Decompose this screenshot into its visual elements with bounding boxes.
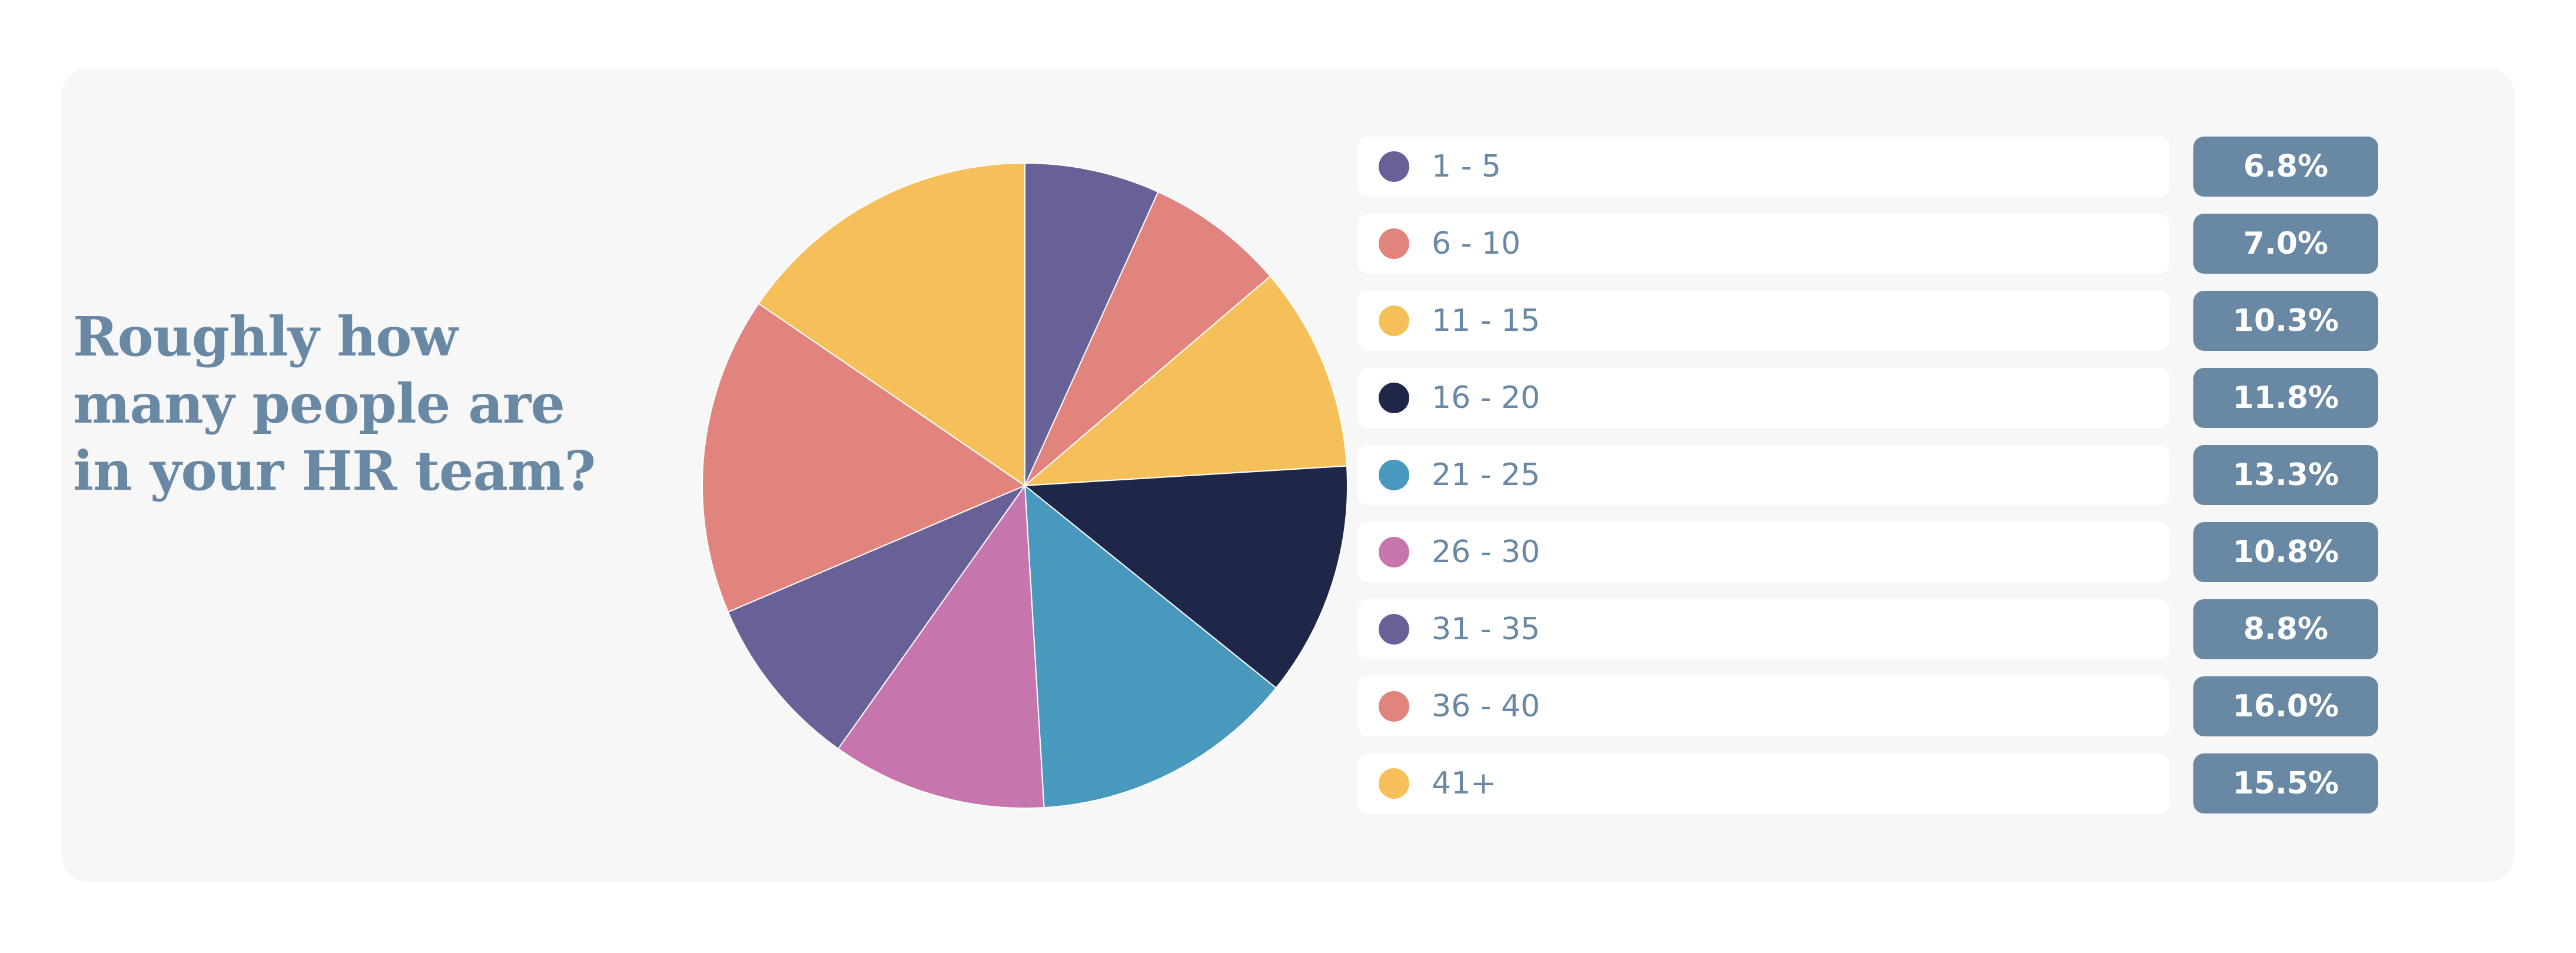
percentage-badge: 8.8% — [2193, 599, 2378, 659]
pie-slice-2 — [1024, 191, 1271, 486]
legend-item: 21 - 25 — [1357, 445, 2170, 505]
question-title: Roughly how many people are in your HR t… — [73, 303, 662, 504]
legend-item: 26 - 30 — [1357, 522, 2170, 582]
legend-label: 41+ — [1432, 766, 1496, 801]
legend-item: 36 - 40 — [1357, 676, 2170, 736]
pie-slice-1 — [1024, 162, 1159, 486]
legend-label: 11 - 15 — [1432, 303, 1541, 338]
percentage-badge: 16.0% — [2193, 676, 2378, 736]
legend-label: 6 - 10 — [1432, 226, 1521, 261]
legend-item: 1 - 5 — [1357, 137, 2170, 197]
legend-swatch — [1379, 306, 1409, 336]
pie-slice-4 — [1024, 465, 1348, 689]
legend-item: 11 - 15 — [1357, 291, 2170, 351]
legend-label: 36 - 40 — [1432, 689, 1541, 724]
percentage-badge: 7.0% — [2193, 214, 2378, 274]
pie-slice-7 — [727, 485, 1025, 749]
pie-slice-3 — [1024, 275, 1347, 486]
pie-slice-5 — [1024, 485, 1277, 809]
question-line-1: Roughly how — [73, 305, 458, 368]
legend-swatch — [1379, 614, 1409, 645]
question-line-2: many people are — [73, 372, 565, 436]
legend-label: 31 - 35 — [1432, 612, 1541, 647]
legend-label: 21 - 25 — [1432, 457, 1541, 493]
percentage-badge: 15.5% — [2193, 753, 2378, 813]
percentage-badge: 10.8% — [2193, 522, 2378, 582]
legend-swatch — [1379, 537, 1409, 567]
legend-label: 16 - 20 — [1432, 380, 1541, 416]
legend-item: 41+ — [1357, 753, 2170, 813]
pie-chart — [702, 162, 1348, 809]
legend-swatch — [1379, 460, 1409, 490]
percentage-badge: 6.8% — [2193, 137, 2378, 197]
percentage-badge: 13.3% — [2193, 445, 2378, 505]
legend-label: 1 - 5 — [1432, 149, 1501, 184]
legend-item: 16 - 20 — [1357, 368, 2170, 428]
pie-slice-8 — [702, 303, 1025, 613]
legend-label: 26 - 30 — [1432, 534, 1541, 570]
legend-swatch — [1379, 151, 1409, 182]
pie-slice-9 — [758, 162, 1025, 486]
legend-swatch — [1379, 768, 1409, 799]
legend-swatch — [1379, 691, 1409, 722]
legend-item: 31 - 35 — [1357, 599, 2170, 659]
legend-item: 6 - 10 — [1357, 214, 2170, 274]
legend-swatch — [1379, 383, 1409, 413]
pie-slice-6 — [837, 485, 1045, 809]
question-line-3: in your HR team? — [73, 439, 596, 503]
legend-swatch — [1379, 228, 1409, 259]
percentage-badge: 10.3% — [2193, 291, 2378, 351]
percentage-badge: 11.8% — [2193, 368, 2378, 428]
